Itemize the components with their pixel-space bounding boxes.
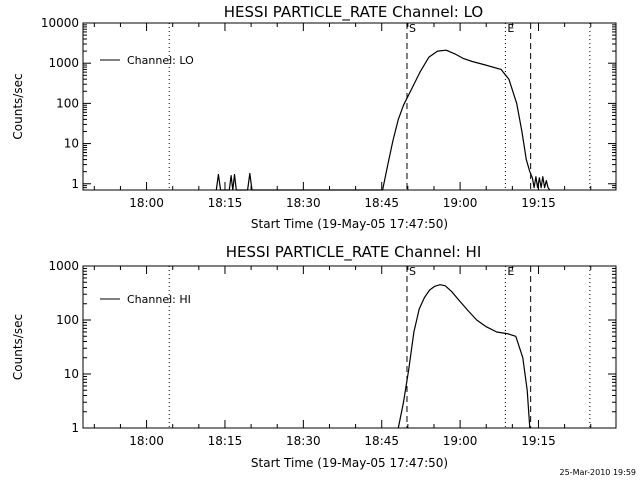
time-marker-label: E (507, 265, 514, 278)
x-tick-label: 18:30 (286, 196, 321, 210)
footer-timestamp: 25-Mar-2010 19:59 (560, 468, 637, 477)
plot-frame (82, 22, 617, 191)
time-marker-label: E (507, 22, 514, 35)
plot-frame (82, 265, 617, 429)
x-axis-label: Start Time (19-May-05 17:47:50) (251, 217, 448, 231)
x-tick-label: 19:00 (443, 434, 478, 448)
y-axis-label: Counts/sec (11, 314, 25, 380)
panel-lo: HESSI PARTICLE_RATE Channel: LO Start Tim… (11, 3, 617, 231)
legend-label: Channel: HI (127, 293, 191, 306)
x-tick-label: 18:15 (208, 434, 243, 448)
series-line-channel-hi (397, 284, 531, 429)
y-axis-label: Counts/sec (11, 73, 25, 139)
x-tick-label: 18:30 (286, 434, 321, 448)
y-tick-label: 1000 (48, 259, 79, 273)
time-marker-label: S (409, 265, 416, 278)
chart-title: HESSI PARTICLE_RATE Channel: HI (226, 243, 482, 262)
panel-hi: HESSI PARTICLE_RATE Channel: HI Start Tim… (11, 243, 617, 470)
x-axis-label: Start Time (19-May-05 17:47:50) (251, 456, 448, 470)
x-tick-label: 19:00 (443, 196, 478, 210)
x-tick-label: 19:15 (521, 434, 556, 448)
y-tick-label: 100 (56, 313, 79, 327)
x-tick-label: 18:00 (129, 196, 164, 210)
x-tick-label: 18:15 (208, 196, 243, 210)
y-tick-label: 1000 (48, 56, 79, 70)
chart-title: HESSI PARTICLE_RATE Channel: LO (224, 3, 483, 22)
series-line-channel-lo (215, 49, 551, 191)
x-tick-label: 18:45 (364, 196, 399, 210)
y-tick-label: 10 (64, 367, 79, 381)
y-tick-label: 10000 (41, 16, 79, 30)
y-tick-label: 10 (64, 137, 79, 151)
time-marker-label: S (409, 22, 416, 35)
y-tick-label: 100 (56, 96, 79, 110)
x-tick-label: 19:15 (521, 196, 556, 210)
y-tick-label: 1 (71, 177, 79, 191)
legend-label: Channel: LO (127, 54, 194, 67)
x-tick-label: 18:45 (364, 434, 399, 448)
x-tick-label: 18:00 (129, 434, 164, 448)
y-tick-label: 1 (71, 421, 79, 435)
